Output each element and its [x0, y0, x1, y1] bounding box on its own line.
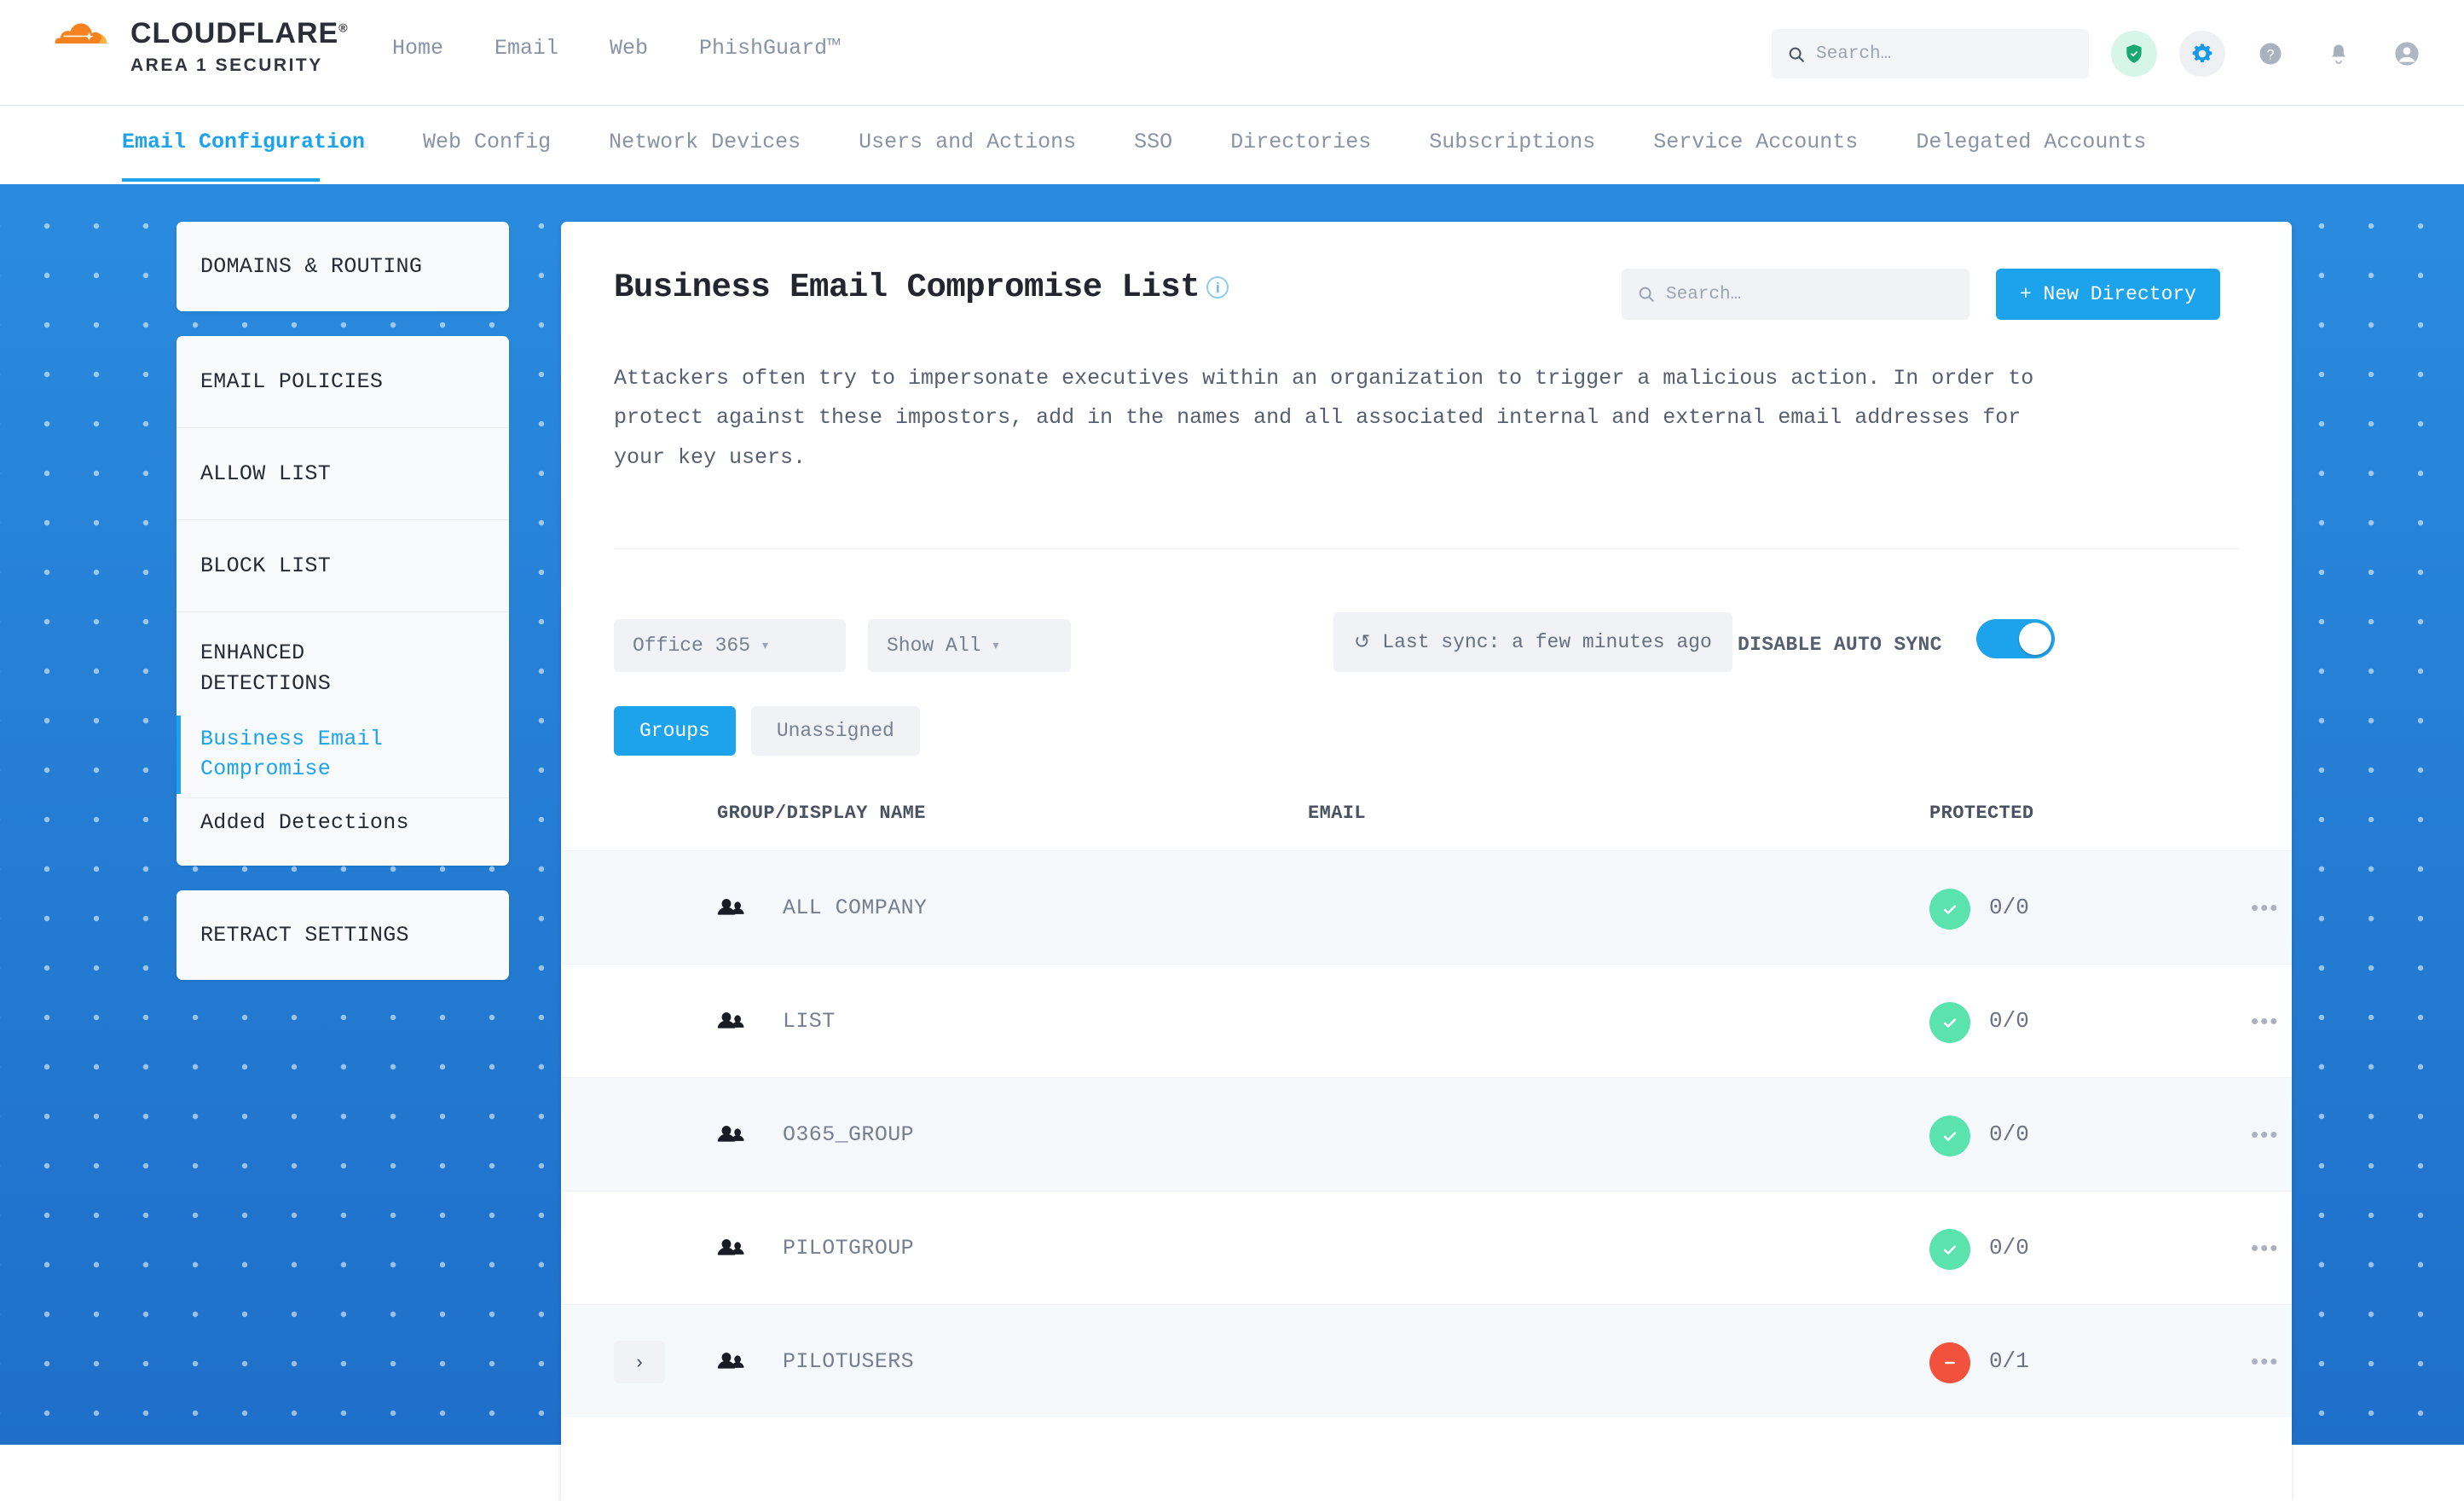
svg-text:?: ? — [2266, 47, 2274, 62]
